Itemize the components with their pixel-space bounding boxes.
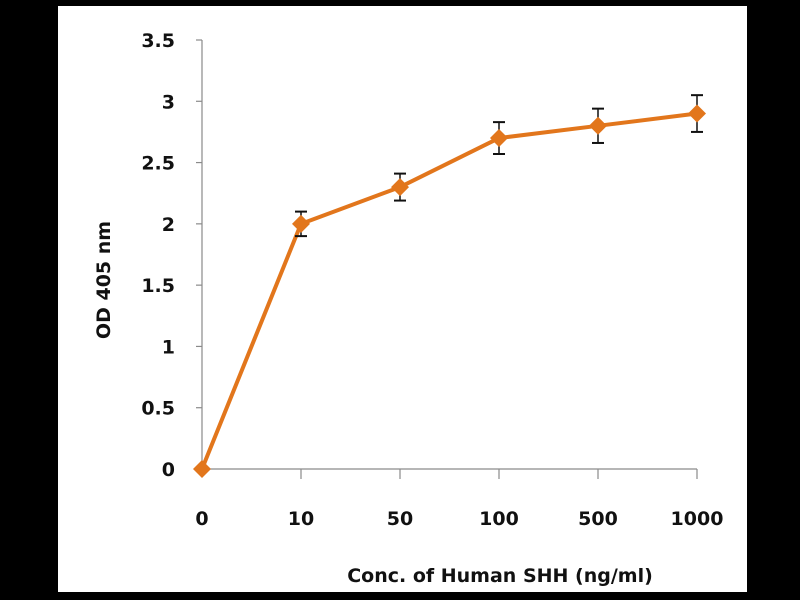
series-line — [200, 111, 698, 470]
chart-panel — [58, 6, 747, 592]
x-tick-label: 50 — [387, 508, 413, 530]
y-tick-label: 2 — [162, 214, 175, 236]
x-tick-label: 100 — [479, 508, 519, 530]
y-axis-label: OD 405 nm — [93, 221, 115, 339]
y-tick-label: 3.5 — [141, 30, 175, 52]
y-tick-label: 1 — [162, 336, 175, 358]
y-tick-label: 1.5 — [141, 275, 175, 297]
y-tick-label: 3 — [162, 91, 175, 113]
data-point-marker — [193, 460, 211, 478]
data-point-marker — [292, 214, 310, 233]
x-tick-label: 10 — [288, 508, 314, 530]
data-point-marker — [391, 178, 409, 197]
y-tick-label: 2.5 — [141, 153, 175, 175]
x-tick-label: 500 — [578, 508, 618, 530]
data-point-marker — [688, 104, 706, 123]
data-point-marker — [589, 116, 607, 135]
data-point-marker — [490, 129, 508, 148]
x-axis-label: Conc. of Human SHH (ng/ml) — [347, 565, 653, 587]
x-tick-label: 1000 — [671, 508, 724, 530]
y-tick-label: 0.5 — [141, 398, 175, 420]
y-tick-label: 0 — [162, 459, 175, 481]
x-tick-label: 0 — [195, 508, 208, 530]
